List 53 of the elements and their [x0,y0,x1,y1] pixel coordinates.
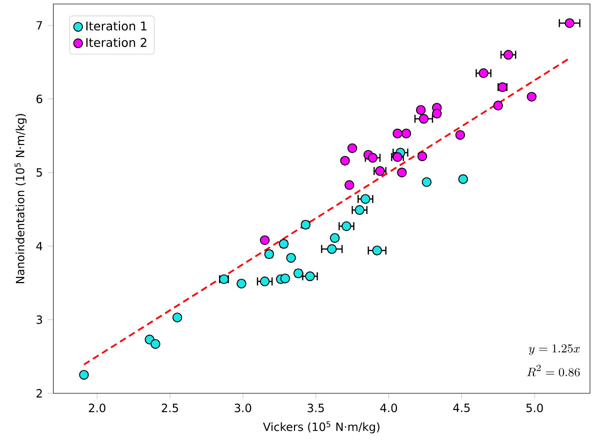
point [432,108,442,118]
y-tick-label: 7 [36,21,42,30]
y-tick-label: 6 [36,94,42,104]
annotation: $R^{2} = 0.86$ [527,364,580,376]
x-axis-title: Vickers (10$^{5}$ N·m/kg) [263,421,380,434]
point [327,244,337,254]
x-tick-label: 2.5 [162,404,178,412]
y-tick-label: 4 [36,242,42,250]
point [172,312,182,322]
point [342,221,352,232]
point [401,128,412,138]
point [354,205,364,215]
x-tick-label: 4.5 [453,404,470,412]
y-axis-title: Nanoindentation (10$^{5}$ N·m/kg) [14,114,27,284]
point [416,105,426,115]
point [260,235,270,246]
point [503,50,514,60]
x-tick-label: 3.5 [308,404,324,412]
y-tick-label: 2 [36,389,42,398]
point [150,339,160,349]
point [340,156,350,166]
point [372,246,382,256]
point [458,174,468,184]
point [455,130,466,140]
point [236,278,246,288]
point [305,271,315,282]
point [344,180,354,190]
point [418,114,429,124]
x-tick-label: 5.0 [526,404,543,412]
point [347,143,358,154]
point [368,152,378,163]
annotation: $y = 1.25x$ [528,344,580,355]
legend-label: Iteration 2 [86,38,146,47]
point [417,151,428,162]
point [79,370,89,380]
x-tick-label: 2.0 [88,404,106,412]
point [360,194,370,204]
point [526,92,537,102]
x-tick-label: 4.0 [380,404,398,412]
point [330,233,340,243]
point [493,100,503,110]
legend-label: Iteration 1 [86,21,146,31]
y-tick-label: 3 [36,315,42,324]
point [478,68,488,78]
x-tick-label: 3.0 [234,404,252,412]
y-tick-label: 5 [36,168,42,177]
point [564,18,574,28]
point [280,274,290,284]
point [397,168,407,178]
point [260,276,270,286]
point [422,177,432,187]
point [392,128,402,138]
point [286,252,296,263]
